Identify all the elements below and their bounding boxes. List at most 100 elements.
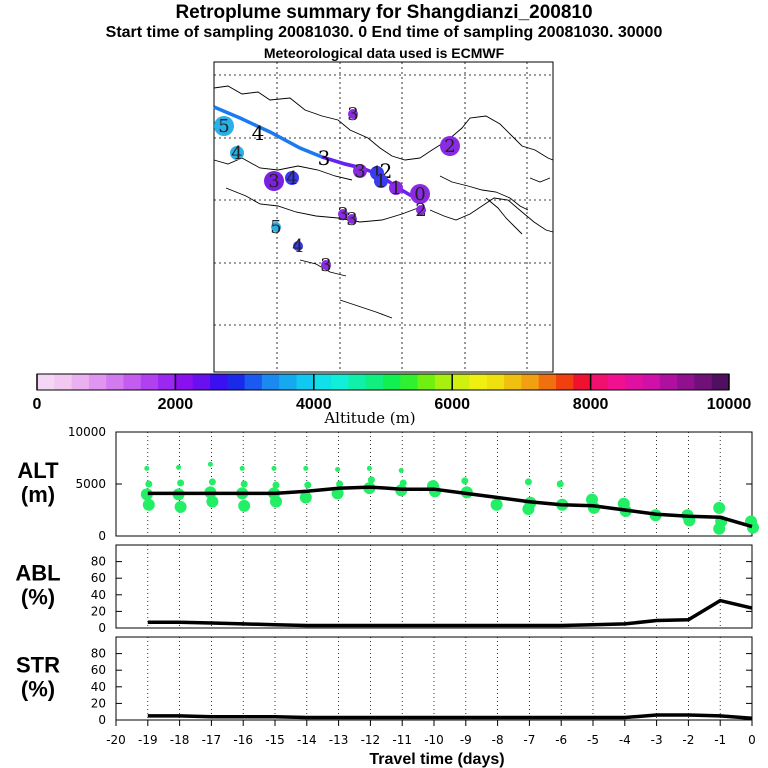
alt-scatter-point (238, 499, 251, 512)
str-ytick-label: 20 (91, 696, 106, 710)
x-tick-label: -16 (233, 733, 253, 747)
colorbar-swatch (504, 374, 522, 390)
map-point-label: 1 (375, 171, 386, 192)
map-point-label: 4 (231, 143, 242, 164)
colorbar-swatch (54, 374, 73, 390)
x-tick-label: -17 (202, 733, 222, 747)
map-point-marker (321, 260, 331, 270)
x-axis-label: Travel time (days) (369, 751, 504, 768)
map-point-marker (271, 222, 281, 232)
colorbar-swatch (556, 374, 574, 390)
colorbar-swatch (313, 374, 332, 390)
alt-scatter-point (398, 467, 404, 473)
colorbar-swatch (210, 374, 228, 390)
str-ytick-label: 60 (91, 663, 106, 677)
map-point-label: 5 (218, 116, 229, 137)
colorbar-swatch (538, 374, 557, 390)
x-tick-label: 0 (748, 733, 756, 747)
colorbar-swatch (469, 374, 488, 390)
alt-scatter-point (747, 521, 759, 534)
map-point-marker (230, 146, 244, 160)
alt-scatter-point (490, 498, 503, 511)
alt-scatter-point (174, 500, 187, 513)
alt-scatter-point (524, 478, 532, 486)
alt-panel: 10000 5000 0 ALT(m) (17, 425, 759, 543)
alt-scatter-point (461, 477, 469, 485)
map-point-label: 3 (346, 209, 357, 230)
colorbar-swatch (227, 374, 246, 390)
altitude-colorbar: 0 2000 4000 6000 8000 10000 (33, 373, 752, 413)
alt-scatter-point (240, 480, 248, 488)
map-point-label: 0 (414, 184, 425, 205)
x-tick-label: -18 (170, 733, 190, 747)
map-border-line (439, 175, 529, 211)
colorbar-swatch (711, 374, 730, 390)
colorbar-swatch (71, 374, 90, 390)
colorbar-swatch (573, 374, 592, 390)
map-point-label: 3 (337, 204, 348, 225)
colorbar-tick-label: 10000 (707, 396, 752, 413)
colorbar-swatch (521, 374, 540, 390)
map-border-line (213, 157, 353, 181)
x-tick-label: -11 (392, 733, 412, 747)
map-point-label: 3 (347, 104, 358, 125)
map-point-marker (374, 174, 388, 188)
colorbar-swatch (434, 374, 453, 390)
colorbar-swatch (123, 374, 142, 390)
abl-ytick-label: 60 (91, 571, 106, 585)
map-point-label: 1 (390, 178, 401, 199)
alt-ytick-label: 10000 (68, 425, 106, 439)
alt-scatter-point (713, 522, 726, 535)
colorbar-swatch (400, 374, 419, 390)
x-tick-label: -5 (587, 733, 599, 747)
alt-scatter-point (272, 481, 280, 489)
colorbar-swatch (694, 374, 713, 390)
map-border-line (529, 177, 551, 183)
map-borders (213, 85, 554, 319)
map-frame (213, 61, 554, 373)
map-point-label: 4 (252, 121, 265, 145)
map-point-label: 1 (371, 163, 382, 184)
colorbar-swatch (590, 374, 609, 390)
abl-ytick-label: 40 (91, 588, 106, 602)
map-point-marker (389, 181, 403, 195)
colorbar-swatch (659, 374, 678, 390)
colorbar-swatch (383, 374, 401, 390)
alt-scatter-point (142, 498, 155, 511)
alt-ytick-label: 0 (98, 529, 106, 543)
str-ytick-label: 40 (91, 680, 106, 694)
alt-scatter-point (207, 461, 213, 467)
x-tick-label: -13 (329, 733, 349, 747)
colorbar-tick-label: 4000 (296, 396, 332, 413)
alt-scatter-point (556, 480, 564, 488)
str-frame (115, 636, 753, 721)
alt-scatter-point (208, 478, 216, 486)
map-border-line (213, 85, 421, 161)
colorbar-swatch (452, 374, 470, 390)
colorbar-swatch (140, 374, 159, 390)
map-point-label: 3 (268, 171, 279, 192)
colorbar-swatch (158, 374, 176, 390)
str-ytick-label: 0 (98, 713, 106, 727)
map-border-line (339, 299, 393, 319)
map-point-marker (410, 184, 430, 204)
alt-scatter-point (367, 476, 375, 484)
map-point-marker (440, 136, 460, 156)
alt-scatter-point (144, 465, 150, 471)
x-tick-label: -3 (651, 733, 663, 747)
str-ylabel: STR (16, 653, 60, 678)
alt-scatter-point (140, 488, 153, 501)
chart-subtitle: Start time of sampling 20081030. 0 End t… (105, 24, 663, 41)
colorbar-swatch (642, 374, 661, 390)
colorbar-swatch (296, 374, 315, 390)
colorbar-tick-label: 0 (33, 396, 42, 413)
map-border-line (485, 197, 523, 235)
colorbar-swatch (486, 374, 505, 390)
time-axis: -20 -19 -18 -17 -16 -15 -14 -13 -12 -11 -10 -9 -8 -7-… (106, 720, 756, 747)
alt-scatter-point (270, 495, 282, 508)
colorbar-swatch (348, 374, 367, 390)
abl-ytick-label: 20 (91, 604, 106, 618)
x-tick-label: -19 (138, 733, 158, 747)
map-point-marker (338, 209, 348, 219)
alt-scatter-point (331, 487, 344, 500)
